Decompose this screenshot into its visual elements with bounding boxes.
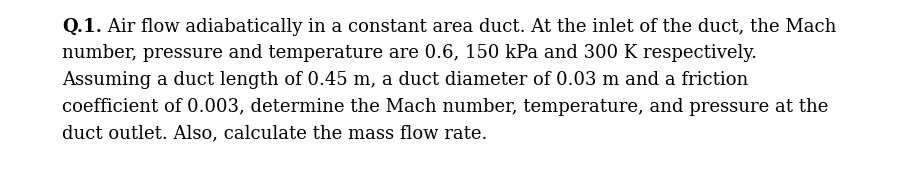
Text: Assuming a duct length of 0.45 m, a duct diameter of 0.03 m and a friction: Assuming a duct length of 0.45 m, a duct…: [62, 71, 748, 89]
Text: number, pressure and temperature are 0.6, 150 kPa and 300 K respectively.: number, pressure and temperature are 0.6…: [62, 45, 757, 62]
Text: Air flow adiabatically in a constant area duct. At the inlet of the duct, the Ma: Air flow adiabatically in a constant are…: [102, 18, 836, 36]
Text: coefficient of 0.003, determine the Mach number, temperature, and pressure at th: coefficient of 0.003, determine the Mach…: [62, 98, 829, 116]
Text: Q.1.: Q.1.: [62, 18, 102, 36]
Text: duct outlet. Also, calculate the mass flow rate.: duct outlet. Also, calculate the mass fl…: [62, 124, 487, 142]
